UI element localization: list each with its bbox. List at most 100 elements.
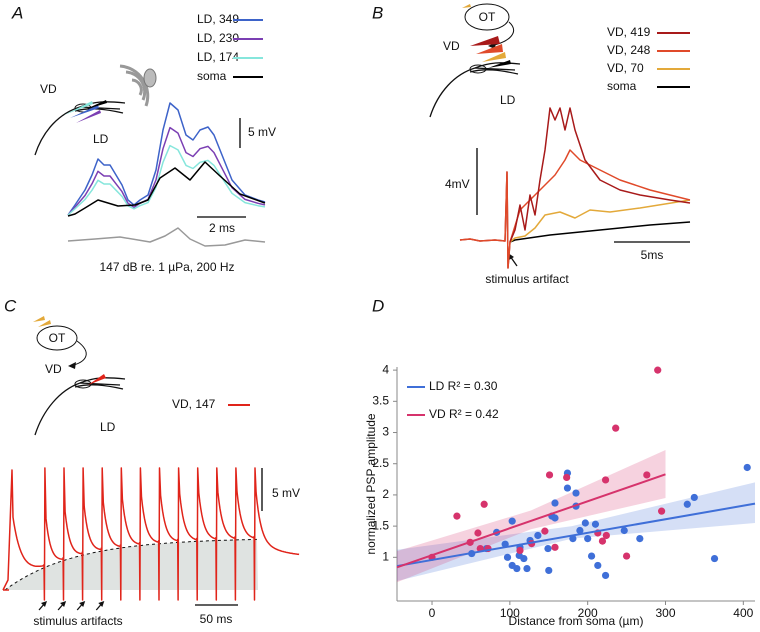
data-point bbox=[551, 543, 559, 551]
data-point bbox=[516, 546, 524, 555]
y-axis-label: normalized PSP amplitude bbox=[364, 413, 378, 555]
legend-label: soma bbox=[197, 69, 227, 83]
neuron-label: LD bbox=[500, 93, 516, 107]
trace bbox=[2, 467, 300, 601]
legend-label: VD R² = 0.42 bbox=[429, 407, 499, 421]
data-point bbox=[584, 535, 592, 543]
y-tick-label: 1.5 bbox=[372, 518, 389, 532]
stimulus-label: 147 dB re. 1 µPa, 200 Hz bbox=[100, 260, 235, 274]
data-point bbox=[508, 517, 516, 525]
trace bbox=[67, 161, 266, 217]
data-point bbox=[620, 526, 628, 535]
data-point bbox=[636, 535, 644, 543]
sound-wave bbox=[131, 78, 143, 96]
electrode bbox=[88, 374, 106, 385]
speaker bbox=[143, 68, 157, 88]
soma bbox=[469, 64, 487, 74]
neuron bbox=[429, 62, 521, 118]
data-point bbox=[569, 535, 577, 543]
data-point bbox=[658, 507, 666, 515]
y-tick-label: 3 bbox=[382, 425, 389, 439]
sound-wave bbox=[119, 64, 150, 107]
scale-label: 5ms bbox=[641, 248, 664, 262]
neuron-label: VD bbox=[40, 82, 57, 96]
legend-label: VD, 70 bbox=[607, 61, 644, 75]
x-tick-label: 100 bbox=[500, 606, 520, 620]
data-point bbox=[572, 489, 580, 497]
x-tick-label: 200 bbox=[578, 606, 598, 620]
neuron-label: LD bbox=[93, 132, 109, 146]
region-oval bbox=[464, 3, 510, 31]
artifact bbox=[459, 171, 511, 269]
region-oval bbox=[36, 325, 78, 351]
arrow bbox=[69, 340, 87, 367]
shaded-area bbox=[5, 539, 258, 590]
fit-line bbox=[396, 502, 756, 568]
y-tick-label: 1 bbox=[382, 549, 389, 563]
data-point bbox=[587, 552, 596, 560]
neuron-cartoon bbox=[429, 62, 521, 118]
data-point bbox=[654, 366, 662, 374]
y-tick-label: 3.5 bbox=[372, 393, 389, 407]
speaker-icon bbox=[119, 64, 157, 107]
data-point bbox=[520, 554, 528, 563]
data-point bbox=[563, 484, 572, 492]
data-point bbox=[503, 553, 512, 561]
panel-label: A bbox=[11, 3, 23, 22]
data-point bbox=[534, 531, 542, 540]
legend-label: LD, 174 bbox=[197, 50, 239, 64]
trace bbox=[509, 199, 691, 243]
y-tick-label: 2.5 bbox=[372, 456, 389, 470]
data-point bbox=[474, 529, 482, 537]
scale-label: 5 mV bbox=[248, 125, 276, 139]
neuron-label: LD bbox=[100, 420, 116, 434]
neuron-label: VD bbox=[443, 39, 460, 53]
data-point bbox=[683, 500, 691, 508]
data-point bbox=[594, 561, 602, 570]
data-point bbox=[622, 552, 631, 560]
data-point bbox=[643, 471, 651, 479]
panel-label: B bbox=[372, 3, 383, 22]
data-point bbox=[602, 531, 610, 540]
data-point bbox=[513, 564, 521, 573]
arrowhead bbox=[79, 601, 86, 607]
legend-label: LD R² = 0.30 bbox=[429, 379, 498, 393]
annotation: stimulus artifacts bbox=[33, 614, 122, 628]
stimulus-electrode bbox=[38, 320, 51, 327]
electrode bbox=[476, 44, 503, 54]
data-point bbox=[545, 566, 553, 575]
arrowhead bbox=[60, 601, 67, 607]
data-point bbox=[523, 564, 531, 573]
baseline-fit bbox=[4, 538, 258, 591]
scale-label: 4mV bbox=[445, 177, 470, 191]
data-point bbox=[551, 499, 559, 507]
stimulus-electrode bbox=[462, 4, 471, 8]
x-tick-label: 400 bbox=[733, 606, 753, 620]
data-point bbox=[598, 537, 607, 545]
data-point bbox=[591, 520, 600, 528]
trace bbox=[509, 221, 691, 243]
y-tick-label: 2 bbox=[382, 487, 389, 501]
neuron-label: VD bbox=[45, 362, 62, 376]
fit-line bbox=[396, 473, 666, 569]
stimulus-electrode bbox=[33, 316, 45, 322]
arrowhead bbox=[68, 362, 76, 369]
soma bbox=[74, 379, 92, 389]
electrode bbox=[84, 100, 107, 110]
scale-label: 5 mV bbox=[272, 486, 300, 500]
data-point bbox=[601, 571, 610, 580]
data-point bbox=[453, 512, 461, 520]
data-point bbox=[544, 544, 552, 553]
electrode bbox=[470, 36, 500, 46]
legend-label: LD, 349 bbox=[197, 12, 239, 26]
confidence-band bbox=[397, 450, 666, 583]
neuron bbox=[34, 101, 126, 156]
electrode bbox=[70, 105, 99, 118]
data-point bbox=[612, 424, 620, 432]
trace bbox=[67, 102, 266, 216]
region-label: OT bbox=[49, 331, 66, 345]
y-tick-label: 4 bbox=[382, 362, 389, 376]
legend-label: VD, 419 bbox=[607, 25, 651, 39]
data-point bbox=[541, 527, 549, 535]
